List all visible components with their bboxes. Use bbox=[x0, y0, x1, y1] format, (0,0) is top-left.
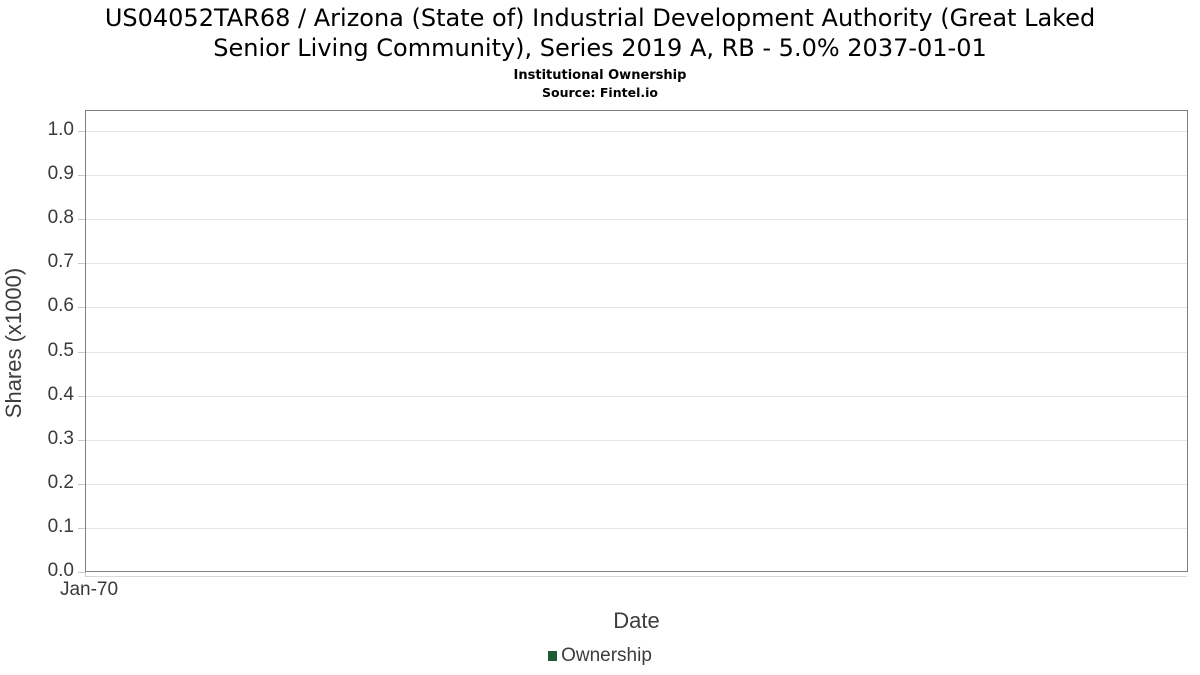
y-tick-mark bbox=[78, 527, 85, 529]
chart-title-line1: US04052TAR68 / Arizona (State of) Indust… bbox=[104, 4, 1096, 32]
chart-title: US04052TAR68 / Arizona (State of) Indust… bbox=[0, 3, 1200, 63]
chart-source: Source: Fintel.io bbox=[542, 85, 658, 100]
gridline bbox=[86, 263, 1187, 265]
chart-subtitle: Institutional Ownership bbox=[513, 68, 687, 83]
y-tick-label: 1.0 bbox=[47, 119, 74, 140]
x-axis-title: Date bbox=[613, 608, 660, 633]
y-tick-mark bbox=[78, 395, 85, 397]
x-axis-sub-line bbox=[86, 576, 1187, 577]
y-tick-label: 0.2 bbox=[47, 471, 74, 493]
y-tick-mark bbox=[78, 572, 85, 573]
gridline bbox=[86, 219, 1187, 221]
legend-item-ownership[interactable]: Ownership bbox=[548, 645, 652, 667]
y-tick-label: 0.3 bbox=[47, 427, 74, 449]
legend-marker-square-icon bbox=[548, 651, 558, 661]
legend-item-label: Ownership bbox=[561, 645, 652, 666]
x-tick-label: Jan-70 bbox=[59, 579, 119, 600]
y-tick-label: 0.1 bbox=[47, 515, 74, 537]
gridline bbox=[86, 307, 1187, 309]
gridline bbox=[86, 175, 1187, 177]
y-tick-label: 0.8 bbox=[47, 207, 74, 229]
y-tick-label: 0.0 bbox=[47, 560, 74, 581]
y-tick-mark bbox=[78, 483, 85, 485]
y-tick-label: 0.6 bbox=[47, 295, 74, 317]
y-tick-mark bbox=[78, 351, 85, 353]
x-tick-mark bbox=[85, 572, 86, 577]
y-tick-mark bbox=[78, 439, 85, 441]
y-tick-mark bbox=[78, 219, 85, 221]
gridline bbox=[86, 483, 1187, 485]
y-tick-mark bbox=[78, 263, 85, 265]
y-tick-label: 0.4 bbox=[47, 383, 74, 405]
gridline bbox=[86, 131, 1187, 132]
y-axis-title: Shares (x1000) bbox=[1, 267, 26, 419]
gridline bbox=[86, 439, 1187, 441]
y-tick-mark bbox=[78, 307, 85, 309]
gridline bbox=[86, 395, 1187, 397]
gridline bbox=[86, 527, 1187, 529]
y-tick-label: 0.7 bbox=[47, 251, 74, 273]
chart-title-line2: Senior Living Community), Series 2019 A,… bbox=[213, 34, 987, 62]
gridline bbox=[86, 351, 1187, 353]
y-tick-mark bbox=[78, 131, 85, 132]
y-tick-label: 0.9 bbox=[47, 163, 74, 185]
y-tick-label: 0.5 bbox=[47, 339, 74, 361]
y-tick-mark bbox=[78, 175, 85, 177]
legend: Ownership bbox=[0, 645, 1200, 667]
plot-area bbox=[85, 110, 1188, 572]
